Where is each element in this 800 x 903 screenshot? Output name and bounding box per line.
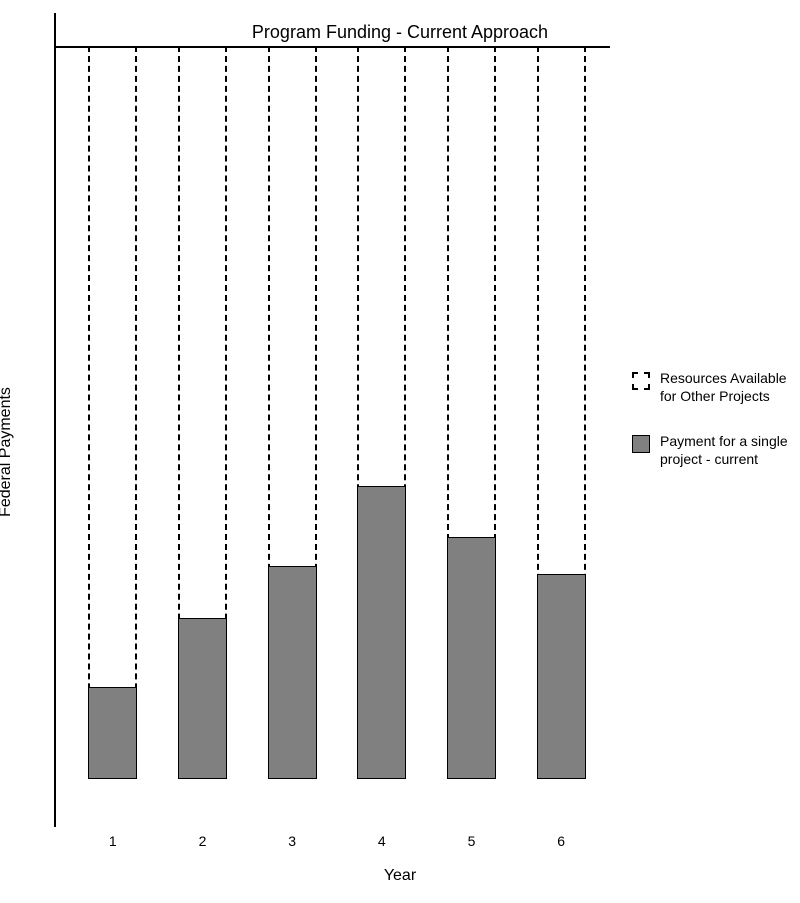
- x-tick-label: 6: [537, 833, 586, 849]
- payment-bar: [88, 687, 137, 779]
- legend-text: Resources Available for Other Projects: [660, 370, 790, 405]
- y-axis-label: Federal Payments: [0, 387, 15, 517]
- x-tick-label: 5: [447, 833, 496, 849]
- y-axis-line: [54, 13, 56, 827]
- x-axis-label: Year: [0, 867, 800, 885]
- payment-bar: [357, 486, 406, 779]
- payment-bar: [537, 574, 586, 779]
- payment-bar: [178, 618, 227, 779]
- legend-item: Resources Available for Other Projects: [632, 370, 790, 405]
- payment-bar: [268, 566, 317, 779]
- payment-bar: [447, 537, 496, 779]
- legend: Resources Available for Other Projects Pa…: [632, 370, 790, 496]
- plot-area: [54, 13, 610, 827]
- legend-swatch: [632, 435, 650, 453]
- total-bar: [88, 46, 137, 779]
- x-tick-label: 1: [88, 833, 137, 849]
- legend-item: Payment for a single project - current: [632, 433, 790, 468]
- chart-stage: Program Funding - Current Approach Feder…: [0, 0, 800, 903]
- legend-swatch: [632, 372, 650, 390]
- x-tick-label: 2: [178, 833, 227, 849]
- x-tick-label: 3: [268, 833, 317, 849]
- legend-text: Payment for a single project - current: [660, 433, 790, 468]
- x-tick-label: 4: [357, 833, 406, 849]
